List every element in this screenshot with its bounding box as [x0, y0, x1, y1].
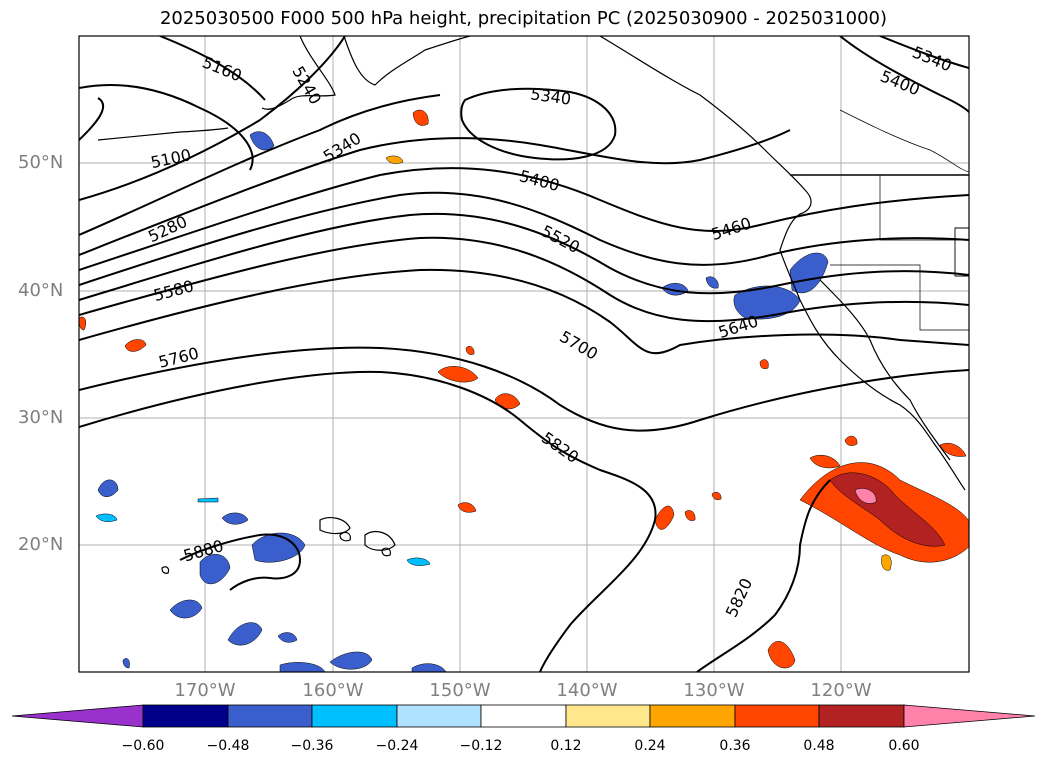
lon-label: 160°W: [302, 680, 364, 701]
map-frame: [78, 35, 970, 673]
colorbar-segment: [311, 704, 398, 728]
colorbar-segment: [818, 704, 905, 728]
lon-label: 150°W: [429, 680, 491, 701]
precip-positive-areas: [79, 109, 969, 669]
lon-label: 140°W: [556, 680, 618, 701]
lon-label: 120°W: [810, 680, 872, 701]
colorbar-extend-low: [11, 704, 144, 728]
colorbar-tick-label: −0.48: [206, 738, 250, 754]
colorbar-tick-label: −0.12: [459, 738, 503, 754]
colorbar-tick-label: −0.24: [375, 738, 419, 754]
colorbar-segment: [396, 704, 482, 728]
colorbar-tick-label: 0.48: [803, 738, 835, 754]
coastlines: [97, 36, 969, 574]
colorbar-segment: [480, 704, 567, 728]
lat-label: 40°N: [18, 280, 64, 301]
colorbar-extend-high: [903, 704, 1036, 728]
colorbar-segment: [565, 704, 651, 728]
height-contours: [79, 36, 969, 672]
colorbar-tick-label: 0.60: [888, 738, 920, 754]
colorbar-segment: [734, 704, 820, 728]
map-title: 2025030500 F000 500 hPa height, precipit…: [159, 8, 888, 29]
colorbar-segment: [649, 704, 736, 728]
lat-label: 30°N: [18, 407, 64, 428]
lon-label: 170°W: [174, 680, 236, 701]
colorbar-segment: [142, 704, 229, 728]
lat-label: 50°N: [18, 152, 64, 173]
lon-label: 130°W: [683, 680, 745, 701]
colorbar-segment: [227, 704, 313, 728]
precip-negative-areas: [95, 131, 829, 672]
lat-label: 20°N: [18, 534, 64, 555]
colorbar-tick-label: 0.12: [550, 738, 582, 754]
colorbar-tick-label: 0.24: [634, 738, 666, 754]
colorbar-tick-label: −0.36: [290, 738, 334, 754]
colorbar: [11, 704, 1036, 728]
colorbar-tick-label: −0.60: [121, 738, 165, 754]
colorbar-tick-label: 0.36: [719, 738, 751, 754]
